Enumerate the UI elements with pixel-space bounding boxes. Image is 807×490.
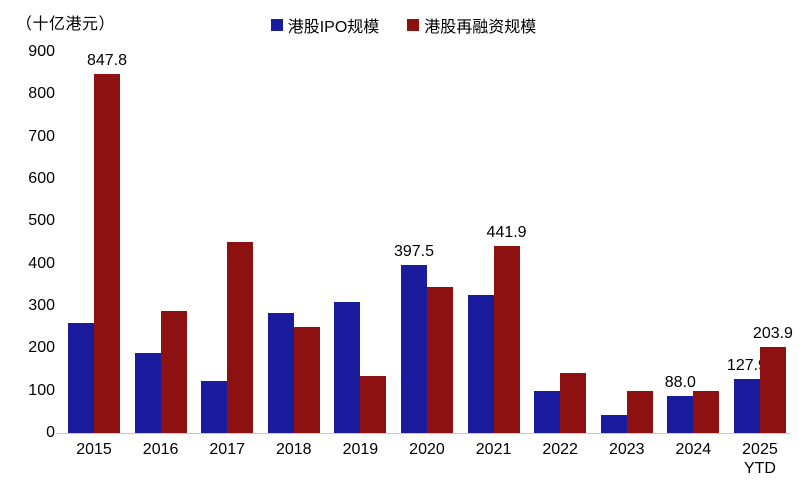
bar-2022-series0 — [534, 390, 561, 433]
x-axis-label: 2021 — [475, 441, 512, 458]
x-axis-label: 2024 — [675, 441, 712, 458]
bar-2019-series0 — [334, 301, 361, 433]
bar-group-2025: 127.9 203.9 2025 YTD — [727, 52, 793, 478]
bar-group-2016: 2016 — [134, 52, 187, 458]
bar-group-2015: 847.8 2015 — [68, 52, 127, 458]
y-tick-label: 100 — [28, 381, 55, 399]
bar-2015-series1: 847.8 — [87, 52, 127, 433]
x-axis-label: 2015 — [76, 441, 112, 458]
bar-2019-series1 — [360, 375, 387, 433]
bar-value-label: 127.9 — [726, 356, 767, 374]
bar-2015-series0 — [68, 322, 94, 433]
bar-value-label: 441.9 — [486, 223, 527, 241]
bar-value-label: 847.8 — [86, 52, 128, 70]
y-tick-label: 200 — [28, 339, 55, 357]
bar-2016-series0 — [134, 352, 161, 433]
legend-label: 港股再融资规模 — [424, 19, 537, 36]
legend-item-0: 港股IPO规模 — [270, 13, 380, 37]
bar-group-2018: 2018 — [267, 52, 320, 458]
x-axis-line — [56, 433, 790, 434]
bar-2022-series1 — [560, 372, 587, 433]
bar-2024-series0: 88.0 — [665, 374, 696, 433]
y-tick-label: 700 — [28, 127, 55, 145]
bar-2016-series1 — [160, 311, 187, 433]
legend-item-1: 港股再融资规模 — [407, 13, 536, 37]
y-tick-label: 600 — [28, 170, 55, 187]
bar-value-label: 203.9 — [752, 324, 793, 342]
bar-2020-series0: 397.5 — [394, 243, 434, 433]
bar-2023-series1 — [626, 390, 653, 433]
x-axis-label: 2016 — [142, 441, 179, 458]
bar-value-label: 88.0 — [664, 373, 696, 391]
y-tick-label: 400 — [28, 254, 55, 272]
bar-2017-series1 — [227, 242, 254, 433]
y-tick-label: 900 — [28, 43, 55, 60]
bar-2021-series1: 441.9 — [487, 224, 527, 433]
bar-group-2024: 88.0 2024 — [665, 52, 720, 458]
legend-label: 港股IPO规模 — [287, 19, 380, 36]
bar-2021-series0 — [467, 295, 494, 433]
x-axis-label: 2023 — [608, 441, 645, 458]
x-axis-label: 2025 YTD — [742, 441, 778, 478]
x-axis-label: 2020 — [409, 441, 445, 458]
x-axis-label: 2017 — [209, 441, 245, 458]
x-axis-label: 2018 — [275, 441, 312, 458]
bar-group-2017: 2017 — [201, 52, 254, 458]
bar-group-2022: 2022 — [534, 52, 587, 458]
bar-2025-series0: 127.9 — [727, 357, 767, 433]
legend-swatch-icon — [407, 19, 420, 31]
bar-group-2021: 441.9 2021 — [467, 52, 527, 458]
y-axis-tick-labels: 900 800 700 600 500 400 300 200 100 0 — [0, 0, 55, 490]
axis-unit-label: （十亿港元） — [16, 16, 116, 33]
x-axis-label: 2019 — [342, 441, 379, 458]
bar-2024-series1 — [693, 390, 720, 433]
bar-value-label: 397.5 — [393, 242, 434, 260]
y-tick-label: 0 — [46, 424, 55, 441]
legend-swatch-icon — [270, 19, 283, 31]
bar-group-2019: 2019 — [334, 52, 387, 458]
bar-2023-series0 — [600, 415, 627, 433]
bar-group-2020: 397.5 2020 — [394, 52, 453, 458]
y-tick-label: 800 — [28, 85, 55, 103]
x-axis-label: 2022 — [542, 441, 578, 458]
bar-2018-series1 — [293, 327, 320, 433]
chart-legend: 港股IPO规模 港股再融资规模 — [0, 13, 807, 37]
y-tick-label: 500 — [28, 212, 55, 230]
bar-2025-series1: 203.9 — [753, 325, 793, 433]
bar-2020-series1 — [426, 287, 453, 433]
plot-area: 847.8 2015 2016 2017 2018 2019 397.5 2020 441.9 2… — [62, 52, 793, 478]
bar-group-2023: 2023 — [600, 52, 653, 458]
bar-2017-series0 — [201, 380, 228, 433]
y-tick-label: 300 — [28, 297, 55, 314]
bar-2018-series0 — [267, 313, 294, 433]
